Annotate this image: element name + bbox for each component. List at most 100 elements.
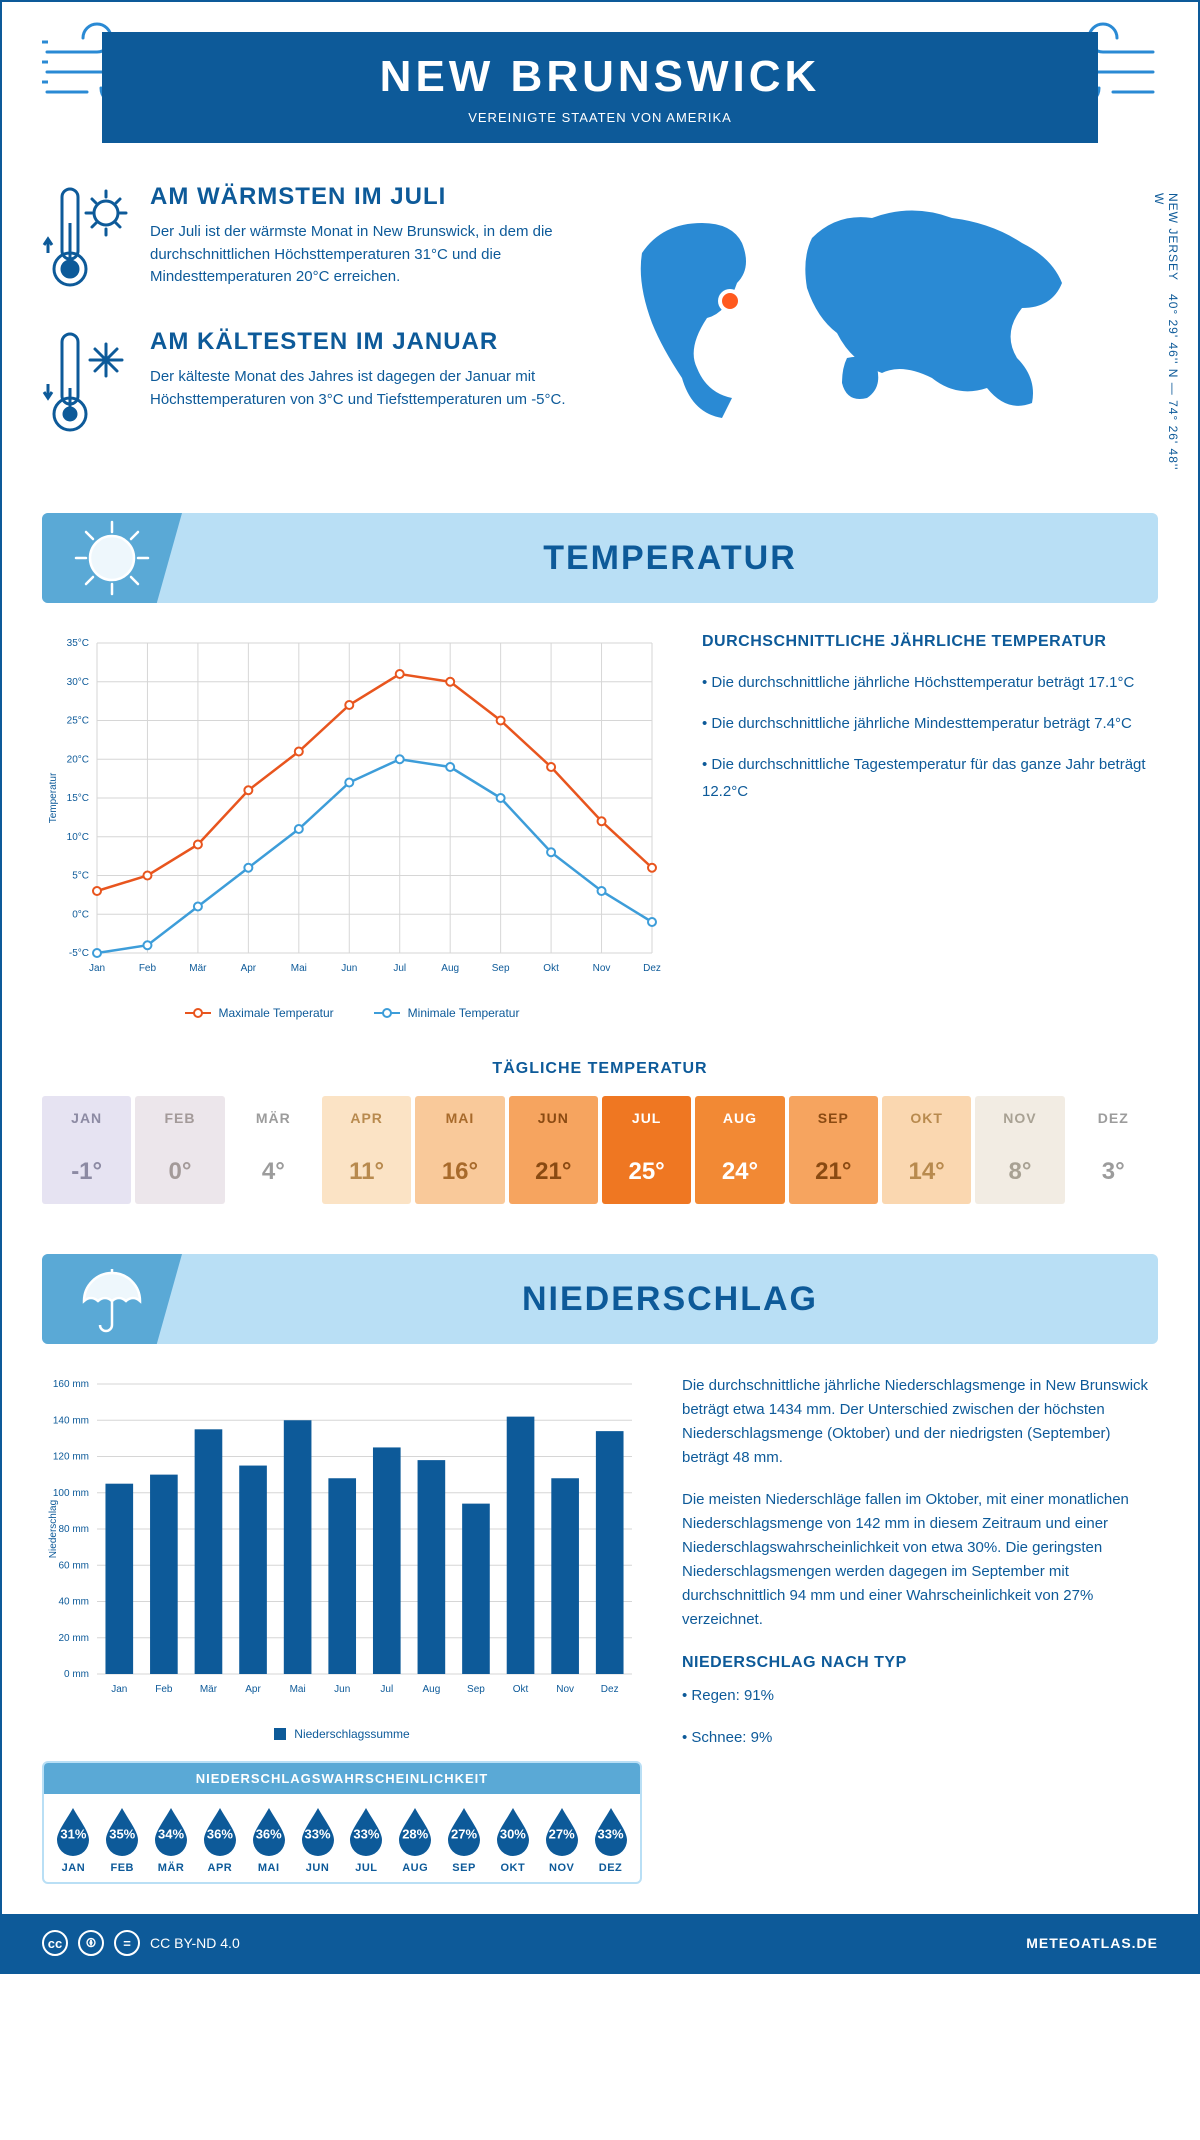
- daily-cell: FEB0°: [135, 1096, 224, 1204]
- prob-cell: 28% AUG: [392, 1806, 439, 1874]
- svg-text:40 mm: 40 mm: [58, 1597, 89, 1608]
- precip-type-1: • Regen: 91%: [682, 1684, 1158, 1708]
- daily-cell: MÄR4°: [229, 1096, 318, 1204]
- svg-text:Mai: Mai: [291, 963, 307, 974]
- prob-cell: 33% JUN: [294, 1806, 341, 1874]
- svg-text:Dez: Dez: [601, 1684, 619, 1695]
- section-title-temp: TEMPERATUR: [182, 539, 1158, 578]
- svg-text:Nov: Nov: [593, 963, 611, 974]
- world-map: NEW JERSEY 40° 29' 46'' N — 74° 26' 48''…: [612, 183, 1158, 473]
- temperature-line-chart: -5°C0°C5°C10°C15°C20°C25°C30°C35°CJanFeb…: [42, 633, 662, 1020]
- precip-text-2: Die meisten Niederschläge fallen im Okto…: [682, 1488, 1158, 1632]
- svg-text:Okt: Okt: [513, 1684, 529, 1695]
- cc-icon: cc: [42, 1930, 68, 1956]
- fact-warmest: AM WÄRMSTEN IM JULI Der Juli ist der wär…: [42, 183, 582, 298]
- svg-text:Sep: Sep: [492, 963, 510, 974]
- svg-text:Nov: Nov: [556, 1684, 574, 1695]
- svg-text:Aug: Aug: [441, 963, 459, 974]
- raindrop-icon: 36%: [200, 1806, 240, 1856]
- by-icon: 🅯: [78, 1930, 104, 1956]
- svg-text:140 mm: 140 mm: [53, 1415, 89, 1426]
- svg-text:Mai: Mai: [290, 1684, 306, 1695]
- thermometer-sun-icon: [42, 183, 132, 298]
- fact-warm-title: AM WÄRMSTEN IM JULI: [150, 183, 582, 211]
- daily-cell: DEZ3°: [1069, 1096, 1158, 1204]
- svg-text:Feb: Feb: [155, 1684, 173, 1695]
- daily-cell: NOV8°: [975, 1096, 1064, 1204]
- svg-text:0°C: 0°C: [72, 909, 89, 920]
- page-title: NEW BRUNSWICK: [102, 52, 1098, 102]
- precip-type-2: • Schnee: 9%: [682, 1726, 1158, 1750]
- daily-temp-title: TÄGLICHE TEMPERATUR: [42, 1060, 1158, 1078]
- legend-min: Minimale Temperatur: [408, 1006, 520, 1020]
- section-title-precip: NIEDERSCHLAG: [182, 1280, 1158, 1319]
- svg-text:35°C: 35°C: [67, 638, 89, 649]
- prob-cell: 27% SEP: [441, 1806, 488, 1874]
- svg-text:25°C: 25°C: [67, 716, 89, 727]
- raindrop-icon: 33%: [591, 1806, 631, 1856]
- raindrop-icon: 27%: [444, 1806, 484, 1856]
- prob-cell: 36% MAI: [245, 1806, 292, 1874]
- daily-cell: JUN21°: [509, 1096, 598, 1204]
- svg-text:60 mm: 60 mm: [58, 1560, 89, 1571]
- svg-text:Okt: Okt: [543, 963, 559, 974]
- temp-text-2: • Die durchschnittliche jährliche Mindes…: [702, 710, 1158, 737]
- page-subtitle: VEREINIGTE STAATEN VON AMERIKA: [102, 110, 1098, 125]
- svg-text:Apr: Apr: [241, 963, 257, 974]
- svg-text:Apr: Apr: [245, 1684, 261, 1695]
- svg-text:Mär: Mär: [200, 1684, 218, 1695]
- fact-coldest: AM KÄLTESTEN IM JANUAR Der kälteste Mona…: [42, 328, 582, 443]
- svg-text:Sep: Sep: [467, 1684, 485, 1695]
- raindrop-icon: 33%: [346, 1806, 386, 1856]
- svg-text:100 mm: 100 mm: [53, 1488, 89, 1499]
- fact-cold-text: Der kälteste Monat des Jahres ist dagege…: [150, 366, 582, 411]
- temp-text-3: • Die durchschnittliche Tagestemperatur …: [702, 751, 1158, 805]
- prob-cell: 35% FEB: [99, 1806, 146, 1874]
- svg-text:Dez: Dez: [643, 963, 661, 974]
- section-banner-temp: TEMPERATUR: [42, 513, 1158, 603]
- svg-text:Temperatur: Temperatur: [48, 772, 59, 823]
- svg-text:Jun: Jun: [341, 963, 357, 974]
- daily-cell: SEP21°: [789, 1096, 878, 1204]
- daily-cell: JUL25°: [602, 1096, 691, 1204]
- raindrop-icon: 35%: [102, 1806, 142, 1856]
- fact-cold-title: AM KÄLTESTEN IM JANUAR: [150, 328, 582, 356]
- svg-text:Jul: Jul: [380, 1684, 393, 1695]
- prob-cell: 34% MÄR: [148, 1806, 195, 1874]
- map-marker: [722, 293, 738, 309]
- svg-text:Jan: Jan: [89, 963, 105, 974]
- raindrop-icon: 30%: [493, 1806, 533, 1856]
- prob-cell: 27% NOV: [538, 1806, 585, 1874]
- precip-text-1: Die durchschnittliche jährliche Niedersc…: [682, 1374, 1158, 1470]
- svg-text:Niederschlag: Niederschlag: [48, 1500, 59, 1558]
- svg-text:15°C: 15°C: [67, 793, 89, 804]
- probability-title: NIEDERSCHLAGSWAHRSCHEINLICHKEIT: [44, 1763, 640, 1794]
- license-text: CC BY-ND 4.0: [150, 1935, 240, 1951]
- prob-cell: 31% JAN: [50, 1806, 97, 1874]
- prob-cell: 30% OKT: [489, 1806, 536, 1874]
- daily-cell: OKT14°: [882, 1096, 971, 1204]
- daily-cell: MAI16°: [415, 1096, 504, 1204]
- section-banner-precip: NIEDERSCHLAG: [42, 1254, 1158, 1344]
- page-footer: cc 🅯 = CC BY-ND 4.0 METEOATLAS.DE: [2, 1914, 1198, 1972]
- svg-text:20 mm: 20 mm: [58, 1633, 89, 1644]
- svg-text:Feb: Feb: [139, 963, 157, 974]
- raindrop-icon: 31%: [53, 1806, 93, 1856]
- prob-cell: 36% APR: [196, 1806, 243, 1874]
- svg-text:0 mm: 0 mm: [64, 1669, 89, 1680]
- raindrop-icon: 28%: [395, 1806, 435, 1856]
- legend-max: Maximale Temperatur: [219, 1006, 334, 1020]
- precip-type-title: NIEDERSCHLAG NACH TYP: [682, 1650, 1158, 1676]
- svg-text:120 mm: 120 mm: [53, 1452, 89, 1463]
- legend-precip: Niederschlagssumme: [294, 1727, 409, 1741]
- svg-text:Jan: Jan: [111, 1684, 127, 1695]
- probability-strip: NIEDERSCHLAGSWAHRSCHEINLICHKEIT 31% JAN …: [42, 1761, 642, 1884]
- thermometer-snow-icon: [42, 328, 132, 443]
- svg-text:5°C: 5°C: [72, 871, 89, 882]
- temp-text-title: DURCHSCHNITTLICHE JÄHRLICHE TEMPERATUR: [702, 633, 1158, 651]
- svg-text:Aug: Aug: [422, 1684, 440, 1695]
- sun-icon: [42, 513, 182, 603]
- svg-text:160 mm: 160 mm: [53, 1379, 89, 1390]
- temp-text-1: • Die durchschnittliche jährliche Höchst…: [702, 669, 1158, 696]
- svg-text:80 mm: 80 mm: [58, 1524, 89, 1535]
